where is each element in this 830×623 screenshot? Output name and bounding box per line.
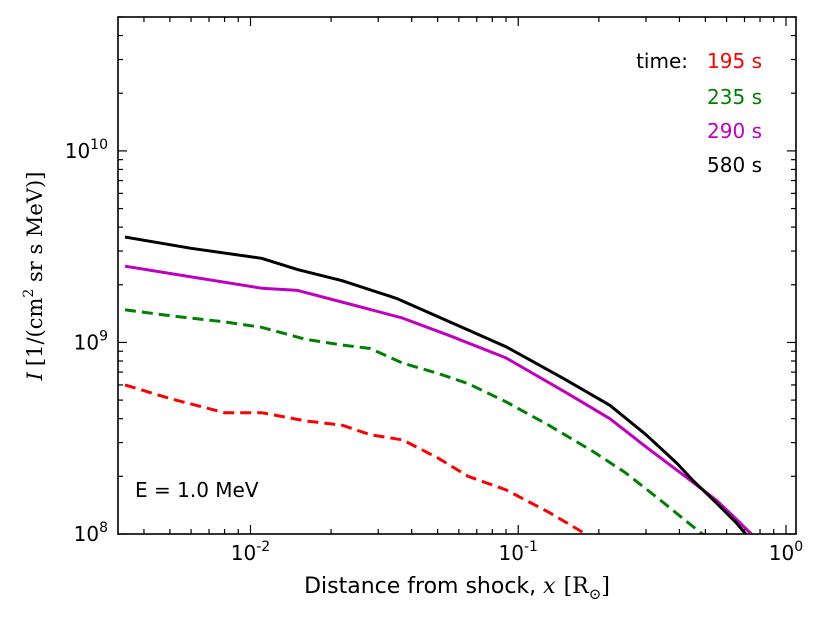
- x-tick-label: 10-2: [231, 539, 270, 565]
- x-axis-label-var: x: [543, 574, 556, 599]
- legend-entry-580s: 580 s: [707, 153, 762, 177]
- y-axis-label-unit-sup: 2: [21, 289, 37, 298]
- y-axis-label-unit: [1/(cm: [23, 298, 47, 367]
- x-axis-label-unit: [R: [564, 574, 591, 599]
- series-group: [124, 235, 754, 534]
- ticks-group: [118, 16, 796, 535]
- series-line-195s: [124, 383, 589, 534]
- series-line-235s: [124, 308, 705, 534]
- y-tick-label: 108: [74, 520, 108, 546]
- legend-entry-235s: 235 s: [707, 85, 762, 109]
- y-tick-label: 1010: [65, 137, 108, 163]
- x-axis-label-unit-sub: ⊙: [589, 585, 602, 603]
- y-axis-label-var: I: [23, 371, 47, 381]
- y-axis-label-unit-rest: sr s MeV)]: [23, 172, 47, 289]
- tick-labels: 10-2 10-1 100 108 109 1010: [65, 137, 803, 565]
- legend: time: 195 s 235 s 290 s 580 s: [636, 49, 762, 177]
- series-line-580s: [124, 235, 748, 534]
- plot-frame: [117, 16, 797, 535]
- x-tick-label: 100: [769, 539, 803, 565]
- x-axis-label: Distance from shock, x [R⊙]: [304, 574, 610, 603]
- y-axis-label: I [1/(cm2 sr s MeV)]: [21, 172, 47, 382]
- legend-title: time:: [636, 49, 688, 73]
- x-tick-label: 10-1: [499, 539, 538, 565]
- x-axis-label-unit-close: ]: [601, 574, 610, 599]
- y-tick-label: 109: [74, 328, 108, 354]
- legend-entry-195s: 195 s: [707, 49, 762, 73]
- legend-entry-290s: 290 s: [707, 119, 762, 143]
- x-axis-label-text: Distance from shock,: [304, 574, 543, 599]
- energy-annotation: E = 1.0 MeV: [135, 478, 259, 502]
